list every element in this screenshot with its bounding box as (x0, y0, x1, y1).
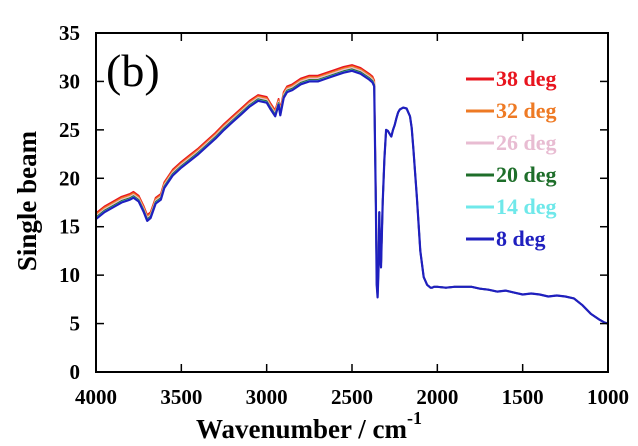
y-tick-labels: 0 5 10 15 20 25 30 35 (59, 21, 80, 384)
x-tick-label-3: 2500 (331, 385, 373, 409)
y-tick-label-5: 25 (59, 118, 80, 142)
legend-label-4: 14 deg (496, 194, 557, 219)
y-tick-label-7: 35 (59, 21, 80, 45)
x-tick-labels: 4000 3500 3000 2500 2000 1500 1000 (75, 385, 629, 409)
x-tick-label-4: 2000 (416, 385, 458, 409)
y-tick-label-2: 10 (59, 263, 80, 287)
plot-area (96, 33, 608, 372)
panel-label: (b) (106, 45, 160, 96)
y-tick-label-0: 0 (70, 360, 81, 384)
legend-label-3: 20 deg (496, 162, 557, 187)
x-axis-title-superscript: -1 (407, 408, 422, 428)
legend-label-5: 8 deg (496, 226, 546, 251)
series-group (95, 64, 609, 325)
y-tick-label-1: 5 (70, 312, 81, 336)
legend-label-1: 32 deg (496, 98, 557, 123)
y-tick-label-4: 20 (59, 166, 80, 190)
x-axis-title: Wavenumber / cm-1 (196, 408, 422, 444)
x-axis-title-text: Wavenumber / cm (196, 414, 407, 444)
y-axis-title: Single beam (12, 130, 42, 271)
x-tick-label-0: 4000 (75, 385, 117, 409)
x-tick-label-1: 3500 (160, 385, 202, 409)
y-tick-label-6: 30 (59, 69, 80, 93)
legend: 38 deg 32 deg 26 deg 20 deg 14 deg 8 deg (466, 66, 557, 251)
x-tick-label-5: 1500 (502, 385, 544, 409)
ticks-group (95, 32, 609, 373)
x-tick-label-6: 1000 (587, 385, 629, 409)
x-tick-label-2: 3000 (246, 385, 288, 409)
legend-label-2: 26 deg (496, 130, 557, 155)
legend-label-0: 38 deg (496, 66, 557, 91)
series-line-5 (95, 69, 609, 325)
y-tick-label-3: 15 (59, 215, 80, 239)
